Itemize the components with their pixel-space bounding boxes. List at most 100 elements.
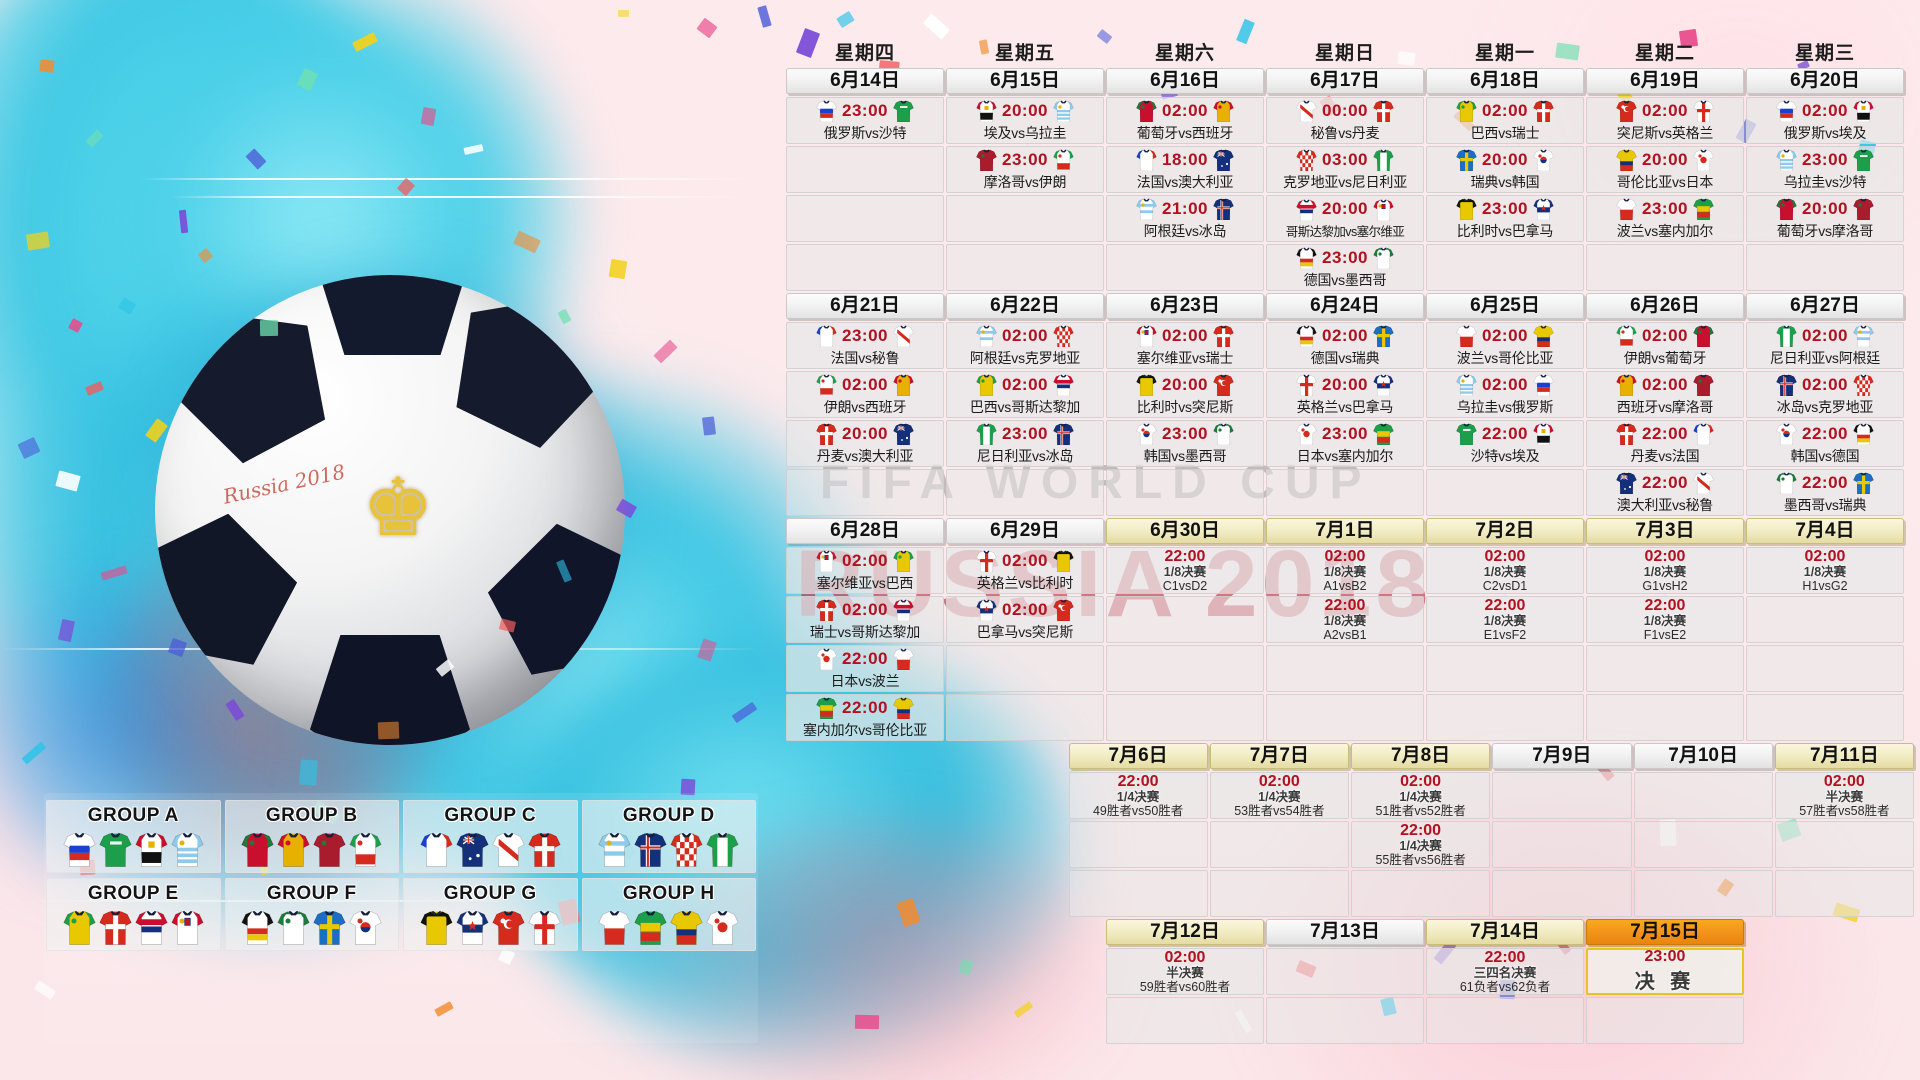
knockout-match-cell[interactable]: 02:00 1/8决赛 H1vsG2 <box>1746 547 1904 594</box>
match-cell[interactable]: 20:00 哥伦比亚vs日本 <box>1586 146 1744 193</box>
match-cell[interactable]: 02:00 英格兰vs比利时 <box>946 547 1104 594</box>
match-cell[interactable]: 02:00 巴西vs瑞士 <box>1426 97 1584 144</box>
match-cell[interactable]: 23:00 德国vs墨西哥 <box>1266 244 1424 291</box>
date-header-6月26日[interactable]: 6月26日 <box>1586 293 1744 319</box>
date-header-6月22日[interactable]: 6月22日 <box>946 293 1104 319</box>
match-cell[interactable]: 22:00 丹麦vs法国 <box>1586 420 1744 467</box>
knockout-match-cell[interactable]: 02:00 1/4决赛 53胜者vs54胜者 <box>1209 772 1349 819</box>
date-header-7月11日[interactable]: 7月11日 <box>1774 743 1914 769</box>
knockout-match-cell[interactable]: 22:00 三四名决赛 61负者vs62负者 <box>1426 948 1584 995</box>
group-box-group-b[interactable]: GROUP B <box>224 800 399 873</box>
knockout-match-cell[interactable]: 02:00 1/4决赛 51胜者vs52胜者 <box>1351 772 1491 819</box>
knockout-match-cell[interactable]: 22:00 1/8决赛 F1vsE2 <box>1586 596 1744 643</box>
match-cell[interactable]: 23:00 摩洛哥vs伊朗 <box>946 146 1104 193</box>
match-cell[interactable]: 22:00 塞内加尔vs哥伦比亚 <box>786 694 944 741</box>
match-cell[interactable]: 20:00 瑞典vs韩国 <box>1426 146 1584 193</box>
knockout-match-cell[interactable]: 22:00 1/8决赛 A2vsB1 <box>1266 596 1424 643</box>
match-cell[interactable]: 02:00 葡萄牙vs西班牙 <box>1106 97 1264 144</box>
match-cell[interactable]: 02:00 波兰vs哥伦比亚 <box>1426 322 1584 369</box>
date-header-7月14日[interactable]: 7月14日 <box>1426 919 1584 945</box>
match-cell[interactable]: 02:00 阿根廷vs克罗地亚 <box>946 322 1104 369</box>
match-cell[interactable]: 02:00 塞尔维亚vs巴西 <box>786 547 944 594</box>
match-cell[interactable]: 23:00 日本vs塞内加尔 <box>1266 420 1424 467</box>
date-header-7月4日[interactable]: 7月4日 <box>1746 518 1904 544</box>
date-header-7月2日[interactable]: 7月2日 <box>1426 518 1584 544</box>
match-cell[interactable]: 22:00 澳大利亚vs秘鲁 <box>1586 469 1744 516</box>
date-header-6月14日[interactable]: 6月14日 <box>786 68 944 94</box>
date-header-7月1日[interactable]: 7月1日 <box>1266 518 1424 544</box>
date-header-6月23日[interactable]: 6月23日 <box>1106 293 1264 319</box>
match-cell[interactable]: 20:00 英格兰vs巴拿马 <box>1266 371 1424 418</box>
date-header-6月18日[interactable]: 6月18日 <box>1426 68 1584 94</box>
match-cell[interactable]: 02:00 巴西vs哥斯达黎加 <box>946 371 1104 418</box>
match-cell[interactable]: 03:00 克罗地亚vs尼日利亚 <box>1266 146 1424 193</box>
match-cell[interactable]: 02:00 突尼斯vs英格兰 <box>1586 97 1744 144</box>
date-header-7月15日[interactable]: 7月15日 <box>1586 919 1744 945</box>
date-header-6月19日[interactable]: 6月19日 <box>1586 68 1744 94</box>
match-cell[interactable]: 02:00 德国vs瑞典 <box>1266 322 1424 369</box>
match-cell[interactable]: 00:00 秘鲁vs丹麦 <box>1266 97 1424 144</box>
match-cell[interactable]: 23:00 法国vs秘鲁 <box>786 322 944 369</box>
knockout-match-cell[interactable]: 22:00 1/8决赛 C1vsD2 <box>1106 547 1264 594</box>
match-cell[interactable]: 20:00 葡萄牙vs摩洛哥 <box>1746 195 1904 242</box>
date-header-6月24日[interactable]: 6月24日 <box>1266 293 1424 319</box>
group-box-group-c[interactable]: GROUP C <box>403 800 578 873</box>
match-cell[interactable]: 20:00 哥斯达黎加vs塞尔维亚 <box>1266 195 1424 242</box>
knockout-match-cell[interactable]: 02:00 半决赛 59胜者vs60胜者 <box>1106 948 1264 995</box>
match-cell[interactable]: 22:00 日本vs波兰 <box>786 645 944 692</box>
match-cell[interactable]: 22:00 韩国vs德国 <box>1746 420 1904 467</box>
match-cell[interactable]: 18:00 法国vs澳大利亚 <box>1106 146 1264 193</box>
final-match-cell[interactable]: 23:00 决 赛 <box>1586 948 1744 995</box>
match-cell[interactable]: 02:00 伊朗vs西班牙 <box>786 371 944 418</box>
match-cell[interactable]: 02:00 塞尔维亚vs瑞士 <box>1106 322 1264 369</box>
date-header-6月25日[interactable]: 6月25日 <box>1426 293 1584 319</box>
date-header-6月16日[interactable]: 6月16日 <box>1106 68 1264 94</box>
match-cell[interactable]: 23:00 波兰vs塞内加尔 <box>1586 195 1744 242</box>
match-cell[interactable]: 02:00 俄罗斯vs埃及 <box>1746 97 1904 144</box>
date-header-6月20日[interactable]: 6月20日 <box>1746 68 1904 94</box>
match-cell[interactable]: 02:00 伊朗vs葡萄牙 <box>1586 322 1744 369</box>
group-box-group-d[interactable]: GROUP D <box>581 800 756 873</box>
knockout-match-cell[interactable]: 02:00 1/8决赛 A1vsB2 <box>1266 547 1424 594</box>
knockout-match-cell[interactable]: 22:00 1/8决赛 E1vsF2 <box>1426 596 1584 643</box>
date-header-7月13日[interactable]: 7月13日 <box>1266 919 1424 945</box>
date-header-7月8日[interactable]: 7月8日 <box>1351 743 1491 769</box>
date-header-6月21日[interactable]: 6月21日 <box>786 293 944 319</box>
match-cell[interactable]: 20:00 丹麦vs澳大利亚 <box>786 420 944 467</box>
date-header-6月28日[interactable]: 6月28日 <box>786 518 944 544</box>
knockout-match-cell[interactable]: 22:00 1/4决赛 49胜者vs50胜者 <box>1068 772 1208 819</box>
date-header-6月15日[interactable]: 6月15日 <box>946 68 1104 94</box>
group-box-group-h[interactable]: GROUP H <box>581 878 756 951</box>
knockout-match-cell[interactable]: 02:00 1/8决赛 C2vsD1 <box>1426 547 1584 594</box>
match-cell[interactable]: 02:00 尼日利亚vs阿根廷 <box>1746 322 1904 369</box>
group-box-group-f[interactable]: GROUP F <box>224 878 399 951</box>
group-box-group-g[interactable]: GROUP G <box>403 878 578 951</box>
knockout-match-cell[interactable]: 22:00 1/4决赛 55胜者vs56胜者 <box>1351 821 1491 868</box>
match-cell[interactable]: 23:00 比利时vs巴拿马 <box>1426 195 1584 242</box>
date-header-6月29日[interactable]: 6月29日 <box>946 518 1104 544</box>
match-cell[interactable]: 21:00 阿根廷vs冰岛 <box>1106 195 1264 242</box>
date-header-7月6日[interactable]: 7月6日 <box>1068 743 1208 769</box>
date-header-7月9日[interactable]: 7月9日 <box>1492 743 1632 769</box>
group-box-group-a[interactable]: GROUP A <box>46 800 221 873</box>
match-cell[interactable]: 02:00 西班牙vs摩洛哥 <box>1586 371 1744 418</box>
match-cell[interactable]: 23:00 韩国vs墨西哥 <box>1106 420 1264 467</box>
date-header-6月30日[interactable]: 6月30日 <box>1106 518 1264 544</box>
match-cell[interactable]: 02:00 冰岛vs克罗地亚 <box>1746 371 1904 418</box>
date-header-7月10日[interactable]: 7月10日 <box>1633 743 1773 769</box>
match-cell[interactable]: 02:00 乌拉圭vs俄罗斯 <box>1426 371 1584 418</box>
match-cell[interactable]: 02:00 巴拿马vs突尼斯 <box>946 596 1104 643</box>
date-header-7月12日[interactable]: 7月12日 <box>1106 919 1264 945</box>
match-cell[interactable]: 23:00 尼日利亚vs冰岛 <box>946 420 1104 467</box>
date-header-6月27日[interactable]: 6月27日 <box>1746 293 1904 319</box>
match-cell[interactable]: 22:00 墨西哥vs瑞典 <box>1746 469 1904 516</box>
match-cell[interactable]: 20:00 埃及vs乌拉圭 <box>946 97 1104 144</box>
match-cell[interactable]: 23:00 俄罗斯vs沙特 <box>786 97 944 144</box>
knockout-match-cell[interactable]: 02:00 1/8决赛 G1vsH2 <box>1586 547 1744 594</box>
group-box-group-e[interactable]: GROUP E <box>46 878 221 951</box>
date-header-7月7日[interactable]: 7月7日 <box>1209 743 1349 769</box>
match-cell[interactable]: 22:00 沙特vs埃及 <box>1426 420 1584 467</box>
date-header-7月3日[interactable]: 7月3日 <box>1586 518 1744 544</box>
match-cell[interactable]: 20:00 比利时vs突尼斯 <box>1106 371 1264 418</box>
match-cell[interactable]: 02:00 瑞士vs哥斯达黎加 <box>786 596 944 643</box>
